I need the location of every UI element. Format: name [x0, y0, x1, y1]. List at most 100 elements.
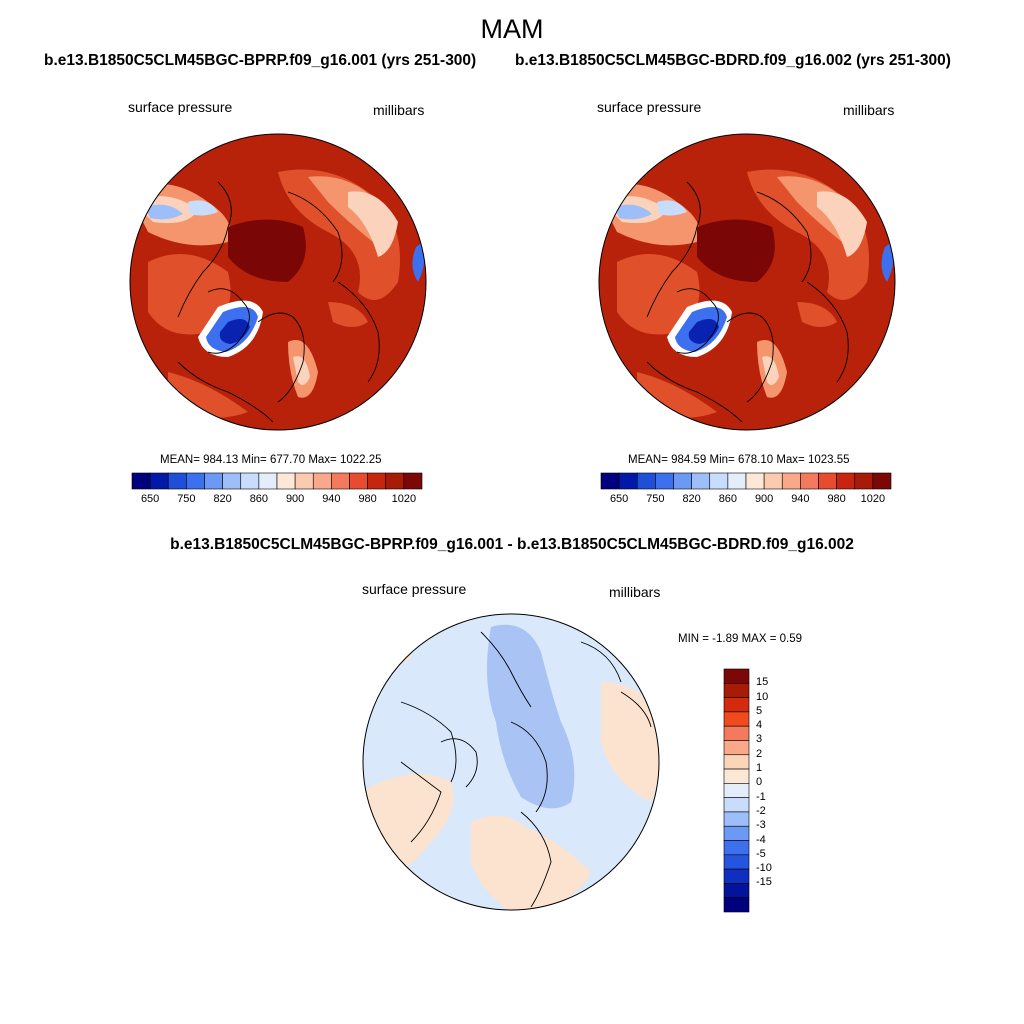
colorbar-swatch: [600, 472, 620, 490]
colorbar-swatch: [312, 472, 332, 490]
colorbar-swatch: [294, 472, 314, 490]
colorbar-swatch: [618, 472, 638, 490]
right-polar-map: [598, 133, 896, 431]
colorbar-swatch: [367, 472, 387, 490]
colorbar-tick-label: 5: [756, 704, 763, 717]
colorbar-tick-label: 750: [646, 493, 665, 505]
colorbar-tick-label: 940: [322, 493, 341, 505]
colorbar-swatch: [403, 472, 423, 490]
colorbar-swatch: [655, 472, 674, 490]
colorbar-swatch: [723, 740, 750, 756]
colorbar-tick-label: -5: [756, 847, 766, 860]
colorbar-swatch: [723, 811, 750, 827]
colorbar-tick-label: -2: [756, 804, 766, 817]
colorbar-tick-label: 2: [756, 747, 763, 760]
colorbar-swatch: [276, 472, 296, 490]
colorbar-tick-label: 650: [140, 493, 160, 505]
diff-variable-label: surface pressure: [362, 581, 467, 597]
colorbar-tick-label: 860: [718, 493, 738, 505]
colorbar-tick-label: -15: [756, 876, 772, 889]
colorbar-swatch: [723, 711, 750, 727]
left-stats: MEAN= 984.13 Min= 677.70 Max= 1022.25: [160, 454, 382, 466]
colorbar-tick-label: 1020: [860, 493, 886, 505]
colorbar-swatch: [709, 472, 729, 490]
right-colorbar-labels: 650 750 820 860 900 940 980 1020: [601, 493, 891, 509]
colorbar-tick-label: 980: [358, 493, 377, 505]
colorbar-swatch: [331, 472, 350, 490]
colorbar-tick-label: 860: [249, 493, 269, 505]
colorbar-tick-label: 980: [827, 493, 846, 505]
colorbar-swatch: [723, 797, 750, 813]
diff-stats: MIN = -1.89 MAX = 0.59: [678, 633, 803, 645]
figure-title: MAM: [480, 14, 544, 44]
colorbar-tick-label: 10: [756, 690, 769, 703]
colorbar-swatch: [167, 472, 187, 490]
colorbar-tick-label: 820: [682, 493, 701, 505]
colorbar-swatch: [723, 897, 750, 913]
colorbar-tick-label: 1: [756, 762, 763, 775]
colorbar-swatch: [745, 472, 765, 490]
colorbar-tick-label: 1020: [391, 493, 417, 505]
colorbar-tick-label: -1: [756, 790, 766, 803]
colorbar-tick-label: 4: [756, 719, 763, 732]
negative-anomaly: [487, 624, 575, 809]
colorbar-tick-label: 940: [791, 493, 810, 505]
colorbar-swatch: [723, 768, 750, 784]
right-colorbar: [600, 472, 892, 490]
left-units-label: millibars: [373, 102, 425, 118]
colorbar-tick-label: -10: [756, 862, 772, 875]
right-variable-label: surface pressure: [597, 99, 702, 115]
colorbar-swatch: [636, 472, 656, 490]
colorbar-tick-label: -4: [756, 833, 766, 846]
colorbar-tick-label: 650: [609, 493, 629, 505]
arctic-high: [697, 219, 775, 282]
coastlines: [177, 181, 380, 423]
colorbar-tick-label: 900: [285, 493, 305, 505]
diff-polar-map: [362, 613, 660, 911]
colorbar-swatch: [723, 754, 750, 770]
colorbar-swatch: [723, 825, 750, 841]
coastlines: [400, 631, 652, 908]
colorbar-swatch: [673, 472, 692, 490]
diff-units-label: millibars: [609, 584, 661, 600]
colorbar-swatch: [763, 472, 783, 490]
diff-colorbar: [723, 668, 750, 913]
colorbar-swatch: [258, 472, 278, 490]
colorbar-tick-label: 900: [754, 493, 774, 505]
left-colorbar: [131, 472, 423, 490]
colorbar-swatch: [723, 840, 750, 856]
colorbar-swatch: [723, 868, 750, 884]
right-case-title: b.e13.B1850C5CLM45BGC-BDRD.f09_g16.002 (…: [515, 52, 951, 69]
colorbar-swatch: [131, 472, 151, 490]
colorbar-swatch: [818, 472, 837, 490]
colorbar-swatch: [723, 725, 750, 741]
colorbar-swatch: [186, 472, 205, 490]
left-variable-label: surface pressure: [128, 99, 233, 115]
colorbar-swatch: [723, 783, 750, 798]
colorbar-tick-label: 0: [756, 776, 763, 789]
colorbar-swatch: [222, 472, 242, 490]
colorbar-swatch: [349, 472, 368, 490]
colorbar-swatch: [385, 472, 405, 490]
colorbar-tick-label: 3: [756, 733, 763, 746]
colorbar-tick-label: -3: [756, 819, 766, 832]
colorbar-tick-label: 750: [177, 493, 196, 505]
colorbar-tick-label: 820: [213, 493, 232, 505]
colorbar-swatch: [691, 472, 711, 490]
coastlines: [646, 181, 849, 423]
left-case-title: b.e13.B1850C5CLM45BGC-BPRP.f09_g16.001 (…: [44, 52, 477, 69]
colorbar-swatch: [723, 854, 750, 870]
colorbar-swatch: [149, 472, 169, 490]
right-stats: MEAN= 984.59 Min= 678.10 Max= 1023.55: [628, 454, 850, 466]
colorbar-swatch: [204, 472, 223, 490]
colorbar-tick-label: 15: [756, 676, 769, 689]
colorbar-swatch: [723, 697, 750, 713]
colorbar-swatch: [781, 472, 801, 490]
left-polar-map: [129, 133, 427, 431]
colorbar-swatch: [723, 682, 750, 698]
colorbar-swatch: [723, 668, 750, 684]
colorbar-swatch: [723, 883, 750, 899]
colorbar-swatch: [836, 472, 856, 490]
colorbar-swatch: [872, 472, 892, 490]
colorbar-swatch: [240, 472, 260, 490]
